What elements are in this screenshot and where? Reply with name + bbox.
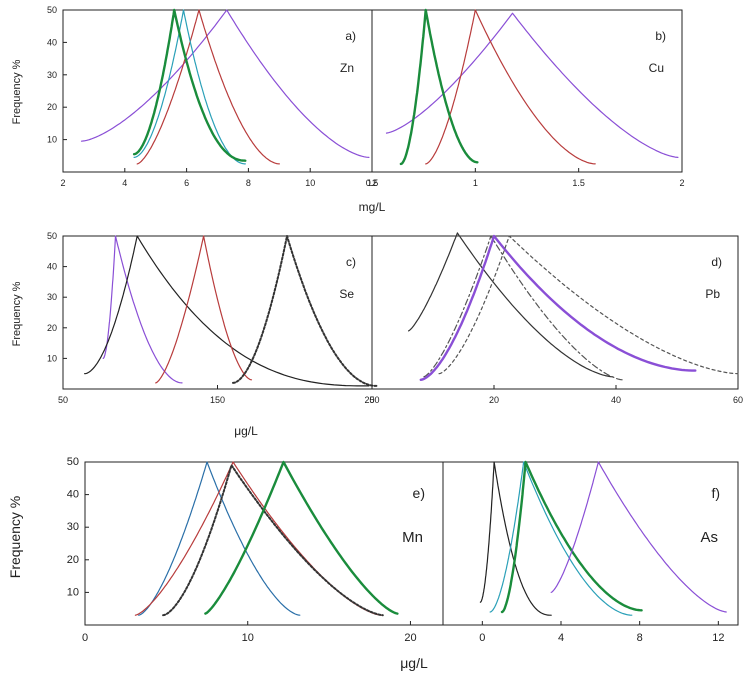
series-line-2 — [136, 9, 280, 165]
y-tick-label: 20 — [67, 554, 79, 566]
y-tick-label: 50 — [67, 456, 79, 468]
x-tick-label: 250 — [364, 395, 379, 405]
series-line-4 — [550, 461, 727, 613]
x-tick-label: 2 — [60, 178, 65, 188]
series-line-3 — [399, 8, 479, 166]
x-tick-label: 1.5 — [572, 178, 585, 188]
row2-ylabel: Frequency % — [11, 281, 23, 346]
series-line-4 — [438, 235, 739, 375]
panel-letter: f) — [711, 485, 720, 501]
series-line-3 — [133, 9, 246, 165]
y-tick-label: 10 — [47, 353, 57, 363]
y-tick-label: 30 — [67, 521, 79, 533]
series-line-3 — [162, 464, 384, 617]
series-line-3 — [419, 234, 697, 381]
x-tick-label: 8 — [637, 632, 643, 644]
y-tick-label: 30 — [47, 70, 57, 80]
series-line-4 — [132, 8, 247, 162]
x-tick-label: 40 — [611, 395, 621, 405]
series-line-2 — [134, 461, 382, 616]
y-tick-label: 20 — [47, 102, 57, 112]
x-tick-label: 150 — [210, 395, 225, 405]
x-tick-label: 4 — [122, 178, 127, 188]
x-tick-label: 0 — [479, 632, 485, 644]
y-tick-label: 20 — [47, 323, 57, 333]
row3-xlabel: μg/L — [400, 655, 428, 671]
series-line-1 — [138, 461, 301, 616]
series-line-1 — [80, 9, 370, 158]
panel-letter: b) — [655, 29, 666, 43]
x-tick-label: 12 — [367, 178, 377, 188]
x-tick-label: 1 — [473, 178, 478, 188]
series-line-2 — [425, 9, 596, 165]
panel-cu: 0.5 1 1.5 2 b) Cu — [366, 8, 685, 188]
series-line-1 — [385, 12, 679, 158]
y-tick-label: 40 — [47, 37, 57, 47]
x-tick-label: 4 — [558, 632, 564, 644]
element-label: Se — [339, 287, 354, 301]
row2-xlabel: μg/L — [234, 424, 258, 438]
panel-as: 0 4 8 12 f) As — [442, 460, 739, 644]
x-tick-label: 0.5 — [366, 178, 379, 188]
panel-letter: e) — [413, 485, 425, 501]
panel-letter: a) — [345, 29, 356, 43]
x-tick-label: 8 — [246, 178, 251, 188]
y-tick-label: 30 — [47, 292, 57, 302]
y-tick-label: 50 — [47, 231, 57, 241]
panel-zn: 10 20 30 40 50 2 4 6 8 10 12 a) Zn — [47, 5, 377, 188]
y-tick-label: 10 — [47, 135, 57, 145]
y-tick-label: 40 — [67, 489, 79, 501]
y-tick-label: 40 — [47, 262, 57, 272]
series-line-2 — [84, 235, 370, 387]
panel-pb: 0 20 40 60 d) Pb — [369, 232, 743, 405]
series-line-1 — [408, 232, 614, 378]
x-tick-label: 20 — [489, 395, 499, 405]
element-label: Zn — [340, 61, 354, 75]
panel-mn: 10 20 30 40 50 0 10 20 e) Mn — [67, 456, 444, 644]
series-line-4 — [232, 235, 378, 387]
plot-frame — [62, 235, 373, 390]
panel-se: 10 20 30 40 50 50 150 250 c) Se — [47, 231, 380, 405]
row1-xlabel: mg/L — [359, 200, 386, 214]
plot-frame — [371, 9, 683, 173]
plot-frame — [442, 461, 739, 626]
y-tick-label: 10 — [67, 586, 79, 598]
x-tick-label: 12 — [712, 632, 724, 644]
series-line-1 — [102, 235, 183, 384]
element-label: Pb — [705, 287, 720, 301]
x-tick-label: 10 — [305, 178, 315, 188]
element-label: As — [700, 529, 718, 546]
panel-letter: c) — [346, 255, 356, 269]
x-tick-label: 20 — [404, 632, 416, 644]
element-label: Mn — [402, 529, 423, 546]
series-line-4 — [204, 460, 399, 615]
series-line-2 — [489, 461, 633, 616]
plot-frame — [371, 235, 739, 390]
x-tick-label: 0 — [369, 395, 374, 405]
x-tick-label: 6 — [184, 178, 189, 188]
y-tick-label: 50 — [47, 5, 57, 15]
series-line-1 — [479, 461, 552, 616]
row3-ylabel: Frequency % — [7, 496, 23, 578]
plot-frame — [84, 461, 444, 626]
series-line-2 — [423, 235, 623, 381]
panel-letter: d) — [711, 255, 722, 269]
x-tick-label: 10 — [242, 632, 254, 644]
element-label: Cu — [649, 61, 664, 75]
series-line-3 — [500, 460, 643, 614]
row1-ylabel: Frequency % — [11, 59, 23, 124]
x-tick-label: 50 — [58, 395, 68, 405]
x-tick-label: 60 — [733, 395, 743, 405]
x-tick-label: 2 — [679, 178, 684, 188]
x-tick-label: 0 — [82, 632, 88, 644]
plot-frame — [62, 9, 373, 173]
series-line-3 — [155, 235, 253, 384]
